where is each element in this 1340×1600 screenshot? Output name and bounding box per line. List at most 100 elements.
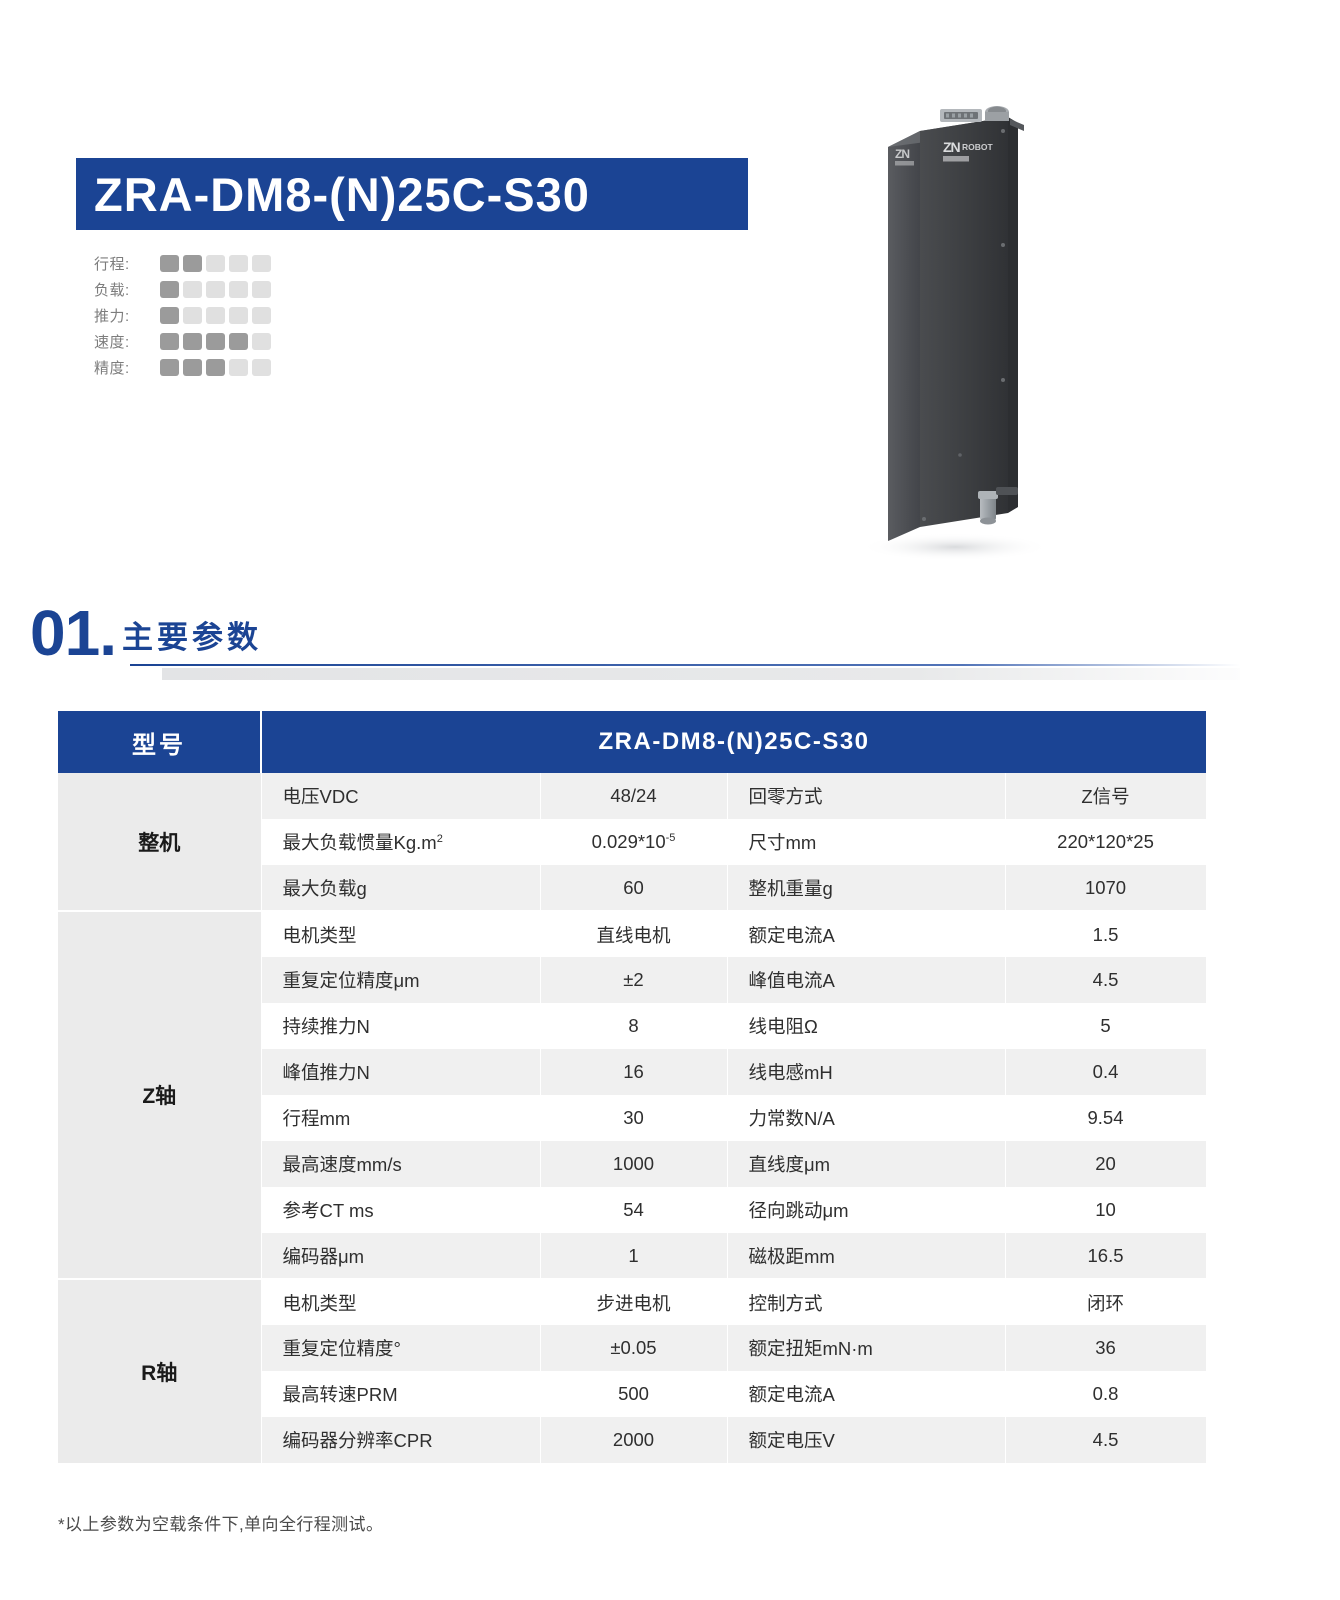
param-key: 最高转速PRM — [261, 1371, 541, 1417]
rating-box-empty — [229, 359, 248, 376]
group-label-Z轴: Z轴 — [58, 910, 262, 1279]
table-footnote: *以上参数为空载条件下,单向全行程测试。 — [58, 1515, 384, 1534]
superscript: 2 — [436, 832, 443, 845]
param-key: 重复定位精度° — [261, 1325, 541, 1371]
rating-box-empty — [252, 359, 271, 376]
table-row: Z轴 电机类型 直线电机 额定电流A 1.5 — [58, 910, 1207, 1279]
param-key: 峰值推力N — [261, 1049, 541, 1095]
rating-box-empty — [183, 281, 202, 298]
group-label-R轴: R轴 — [58, 1278, 262, 1463]
rating-box-filled — [183, 359, 202, 376]
rating-box-empty — [252, 307, 271, 324]
rating-box-filled — [183, 255, 202, 272]
table-row: 持续推力N 8 线电阻Ω 5 — [58, 1003, 1207, 1049]
header-model-label: 型号 — [58, 711, 262, 773]
param-value: 16.5 — [1005, 1233, 1207, 1279]
param-key: 最大负载g — [261, 865, 541, 911]
table-row: 参考CT ms 54 径向跳动μm 10 — [58, 1187, 1207, 1233]
param-key: 控制方式 — [727, 1278, 1006, 1325]
param-key: 力常数N/A — [727, 1095, 1006, 1141]
param-value: 0.029*10-5 — [540, 819, 728, 865]
table-row: 重复定位精度° ±0.05 额定扭矩mN·m 36 — [58, 1325, 1207, 1371]
rating-box-filled — [160, 307, 179, 324]
table-row: 重复定位精度μm ±2 峰值电流A 4.5 — [58, 957, 1207, 1003]
table-row: 整机 电压VDC 48/24 回零方式 Z信号 — [58, 773, 1207, 911]
param-value: 直线电机 — [540, 910, 728, 957]
param-key: 持续推力N — [261, 1003, 541, 1049]
svg-text:ROBOT: ROBOT — [962, 142, 994, 152]
table-row: R轴 电机类型 步进电机 控制方式 闭环 — [58, 1278, 1207, 1463]
param-key: 直线度μm — [727, 1141, 1006, 1187]
param-value: 60 — [540, 865, 728, 911]
param-key: 额定电流A — [727, 910, 1006, 957]
product-module-photo: ZN ROBOT ZN — [840, 95, 1100, 575]
param-value: Z信号 — [1005, 773, 1207, 819]
table-row: 编码器μm 1 磁极距mm 16.5 — [58, 1233, 1207, 1279]
rating-box-filled — [206, 359, 225, 376]
rating-box-filled — [160, 333, 179, 350]
rating-box-empty — [229, 307, 248, 324]
rating-box-empty — [206, 281, 225, 298]
param-key: 电压VDC — [261, 773, 541, 819]
rating-meter — [160, 333, 271, 350]
rating-meter — [160, 281, 271, 298]
photo-shadow — [860, 533, 1050, 561]
rating-box-empty — [252, 333, 271, 350]
param-value: 4.5 — [1005, 1417, 1207, 1463]
rating-box-empty — [206, 255, 225, 272]
table-row: 最高转速PRM 500 额定电流A 0.8 — [58, 1371, 1207, 1417]
param-value: 1000 — [540, 1141, 728, 1187]
param-value: 220*120*25 — [1005, 819, 1207, 865]
rating-meter — [160, 255, 271, 272]
param-key: 最高速度mm/s — [261, 1141, 541, 1187]
superscript: -5 — [665, 831, 676, 844]
param-value: 30 — [540, 1095, 728, 1141]
param-key: 重复定位精度μm — [261, 957, 541, 1003]
section-number: 01. — [30, 597, 117, 669]
table-row: 行程mm 30 力常数N/A 9.54 — [58, 1095, 1207, 1141]
section-rule — [130, 664, 1240, 666]
param-key: 额定电流A — [727, 1371, 1006, 1417]
rating-box-filled — [160, 281, 179, 298]
param-key: 整机重量g — [727, 865, 1006, 911]
rating-box-filled — [160, 255, 179, 272]
param-value: 36 — [1005, 1325, 1207, 1371]
rating-meter — [160, 359, 271, 376]
rating-box-empty — [229, 255, 248, 272]
table-row: 峰值推力N 16 线电感mH 0.4 — [58, 1049, 1207, 1095]
param-value: 2000 — [540, 1417, 728, 1463]
table-row: 最高速度mm/s 1000 直线度μm 20 — [58, 1141, 1207, 1187]
param-value: 0.4 — [1005, 1049, 1207, 1095]
param-value: 4.5 — [1005, 957, 1207, 1003]
rating-label: 速度: — [94, 334, 130, 351]
rating-row: 速度: — [94, 331, 271, 352]
param-value: 16 — [540, 1049, 728, 1095]
svg-text:ZN: ZN — [943, 139, 961, 155]
rating-box-filled — [206, 333, 225, 350]
table-row: 最大负载惯量Kg.m2 0.029*10-5 尺寸mm 220*120*25 — [58, 819, 1207, 865]
param-key: 额定扭矩mN·m — [727, 1325, 1006, 1371]
rating-row: 推力: — [94, 305, 271, 326]
param-value: 1070 — [1005, 865, 1207, 911]
param-value: ±0.05 — [540, 1325, 728, 1371]
param-key: 径向跳动μm — [727, 1187, 1006, 1233]
param-value: 10 — [1005, 1187, 1207, 1233]
rating-box-filled — [183, 333, 202, 350]
rating-box-filled — [160, 359, 179, 376]
table-row: 最大负载g 60 整机重量g 1070 — [58, 865, 1207, 911]
rating-box-empty — [252, 281, 271, 298]
param-value: 9.54 — [1005, 1095, 1207, 1141]
param-key: 编码器分辨率CPR — [261, 1417, 541, 1463]
param-value: 500 — [540, 1371, 728, 1417]
param-value: 闭环 — [1005, 1278, 1207, 1325]
param-key: 线电阻Ω — [727, 1003, 1006, 1049]
param-value: 步进电机 — [540, 1278, 728, 1325]
rating-row: 行程: — [94, 253, 271, 274]
param-key: 编码器μm — [261, 1233, 541, 1279]
rating-box-filled — [229, 333, 248, 350]
param-value: 20 — [1005, 1141, 1207, 1187]
rating-label: 推力: — [94, 308, 130, 325]
table-header-row: 型号 ZRA-DM8-(N)25C-S30 — [58, 711, 1207, 773]
rating-list: 行程: 负载: 推力: 速度: 精度: — [94, 253, 271, 383]
